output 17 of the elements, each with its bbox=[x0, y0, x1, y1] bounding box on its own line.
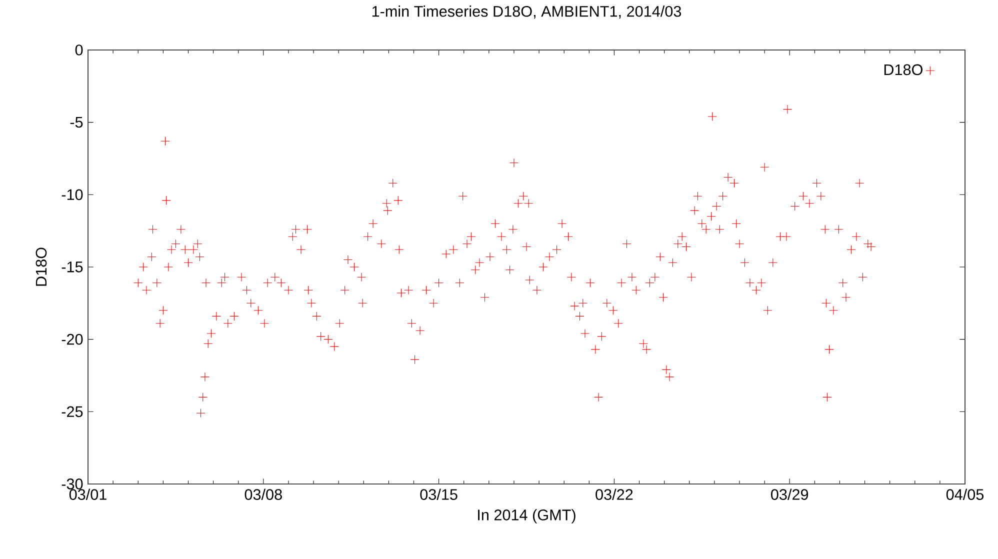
x-tick-label: 04/05 bbox=[946, 488, 984, 500]
x-tick-label: 03/29 bbox=[771, 488, 808, 500]
y-tick-label: -10 bbox=[62, 189, 83, 200]
legend-label: D18O bbox=[884, 64, 922, 76]
y-tick-label: -5 bbox=[70, 116, 83, 128]
x-tick-label: 03/01 bbox=[69, 488, 106, 500]
x-tick-label: 03/22 bbox=[596, 488, 633, 500]
x-tick-label: 03/15 bbox=[420, 488, 458, 500]
y-tick-label: -15 bbox=[62, 262, 83, 272]
y-tick-label: -30 bbox=[62, 478, 83, 490]
y-tick-label: -25 bbox=[62, 406, 83, 418]
y-tick-label: 0 bbox=[75, 44, 83, 56]
y-tick-label: -20 bbox=[62, 334, 83, 345]
y-axis-title: D18O bbox=[36, 248, 47, 286]
x-tick-label: 03/08 bbox=[244, 488, 282, 500]
x-axis-title: In 2014 (GMT) bbox=[478, 509, 576, 524]
chart-title: 1-min Timeseries D18O, AMBIENT1, 2014/03 bbox=[372, 6, 682, 19]
